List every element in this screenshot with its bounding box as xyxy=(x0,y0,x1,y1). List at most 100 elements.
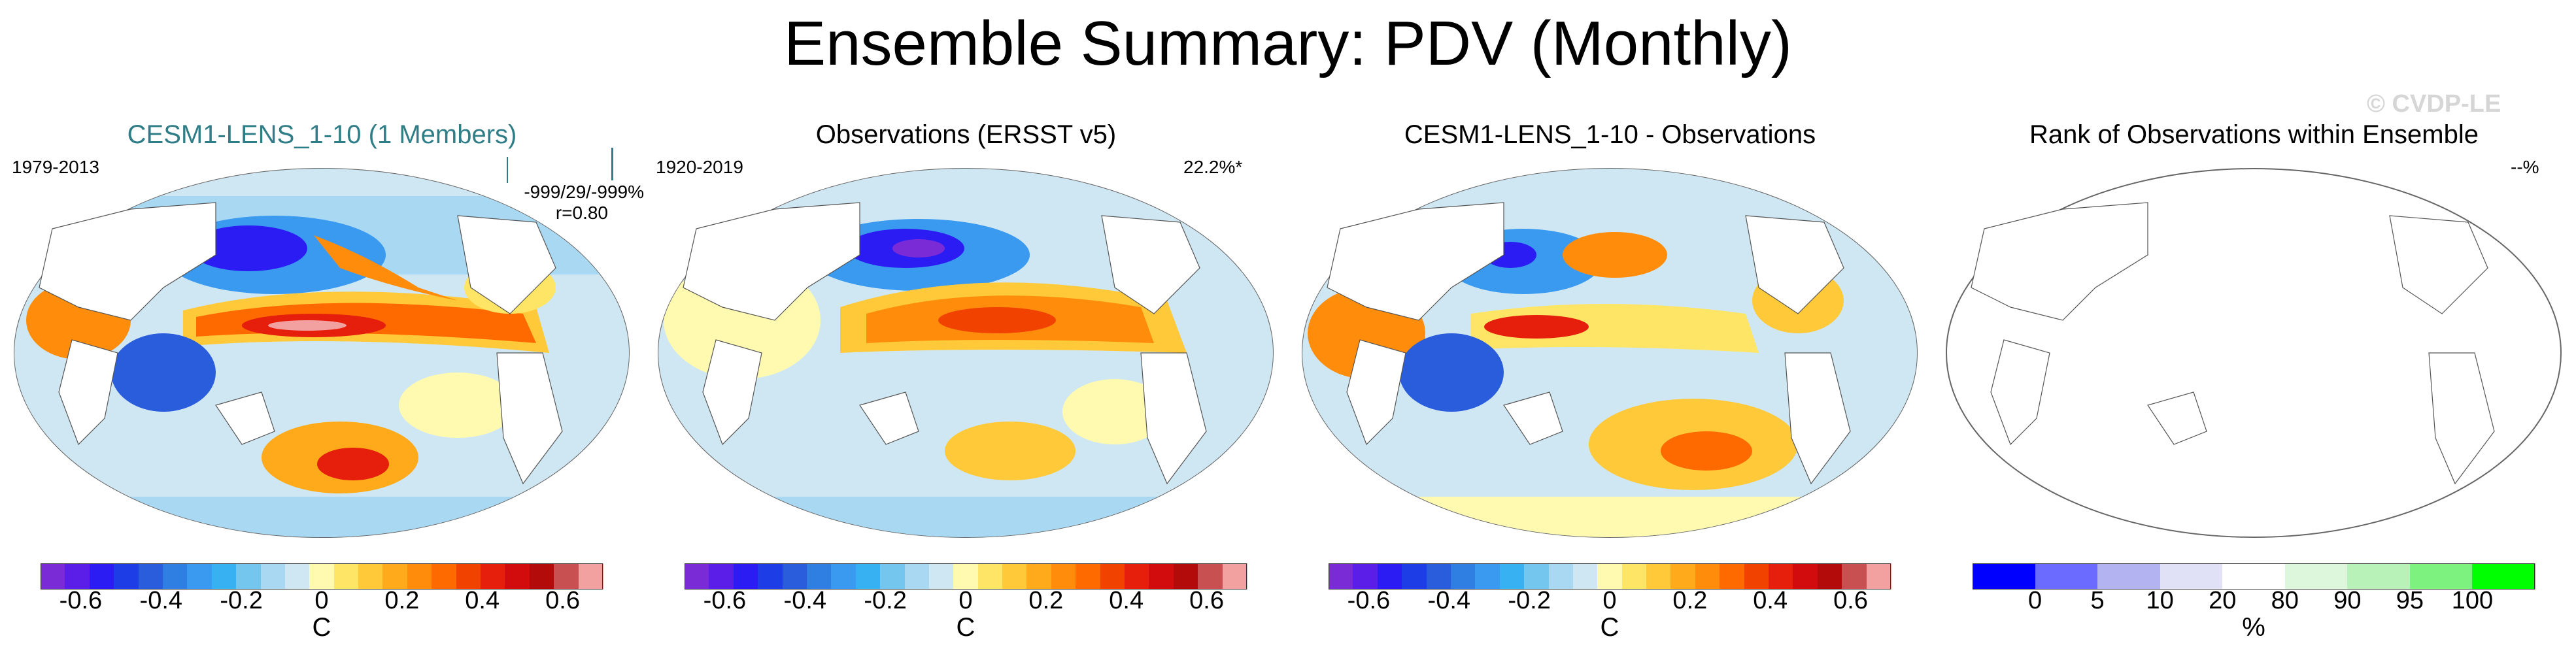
colorbar-4-cell xyxy=(2035,563,2099,589)
colorbar-4-tick-label: 10 xyxy=(2146,587,2174,614)
colorbar-4-tick-label: 95 xyxy=(2396,587,2424,614)
colorbar-3-cell xyxy=(1548,563,1574,589)
colorbar-2-cell xyxy=(880,563,906,589)
map-1-coastlines xyxy=(39,202,563,485)
colorbar-1-tick-label: 0 xyxy=(314,587,329,614)
colorbar-2-outline xyxy=(685,563,1247,589)
colorbar-2-cell xyxy=(1198,563,1223,589)
colorbar-3-tick-label: 0.6 xyxy=(1833,587,1868,614)
colorbar-1-cell xyxy=(236,563,262,589)
figure-title: Ensemble Summary: PDV (Monthly) xyxy=(784,8,1792,78)
colorbar-3-tick-label: 0 xyxy=(1602,587,1617,614)
colorbar-3-cell xyxy=(1866,563,1891,589)
colorbar-2-tick-label: -0.6 xyxy=(703,587,747,614)
colorbar-3-cell xyxy=(1597,563,1623,589)
colorbar-2-cell xyxy=(709,563,734,589)
colorbar-2-tick-label: 0.4 xyxy=(1109,587,1144,614)
colorbar-4-tick-label: 0 xyxy=(2027,587,2042,614)
colorbar-1-outline xyxy=(41,563,603,589)
panel-1-title: CESM1-LENS_1-10 (1 Members) xyxy=(127,120,517,149)
colorbar-1-cell xyxy=(284,563,311,589)
panel-1-member-tick xyxy=(611,148,613,180)
colorbar-4-cell xyxy=(1973,563,2036,589)
colorbar-3-cell xyxy=(1475,563,1500,589)
panel-4-pct: --% xyxy=(2511,157,2539,177)
colorbar-1-cell xyxy=(505,563,530,589)
colorbar-3-cell xyxy=(1720,563,1745,589)
colorbar-4-cell xyxy=(2472,563,2535,589)
map-1-svg xyxy=(14,168,630,538)
colorbar-3-unit: C xyxy=(1600,613,1619,642)
colorbar-3-cell xyxy=(1793,563,1818,589)
colorbar-1-cell xyxy=(333,563,360,589)
colorbar-3-cell xyxy=(1621,563,1648,589)
colorbar-1-tick-label: -0.4 xyxy=(139,587,183,614)
colorbar-2-cell xyxy=(953,563,979,589)
colorbar-2-cell xyxy=(1051,563,1077,589)
map-4-coastlines xyxy=(1971,202,2495,485)
colorbar-2-unit: C xyxy=(956,613,975,642)
colorbar-1-cell xyxy=(260,563,286,589)
panel-2-title: Observations (ERSST v5) xyxy=(815,120,1117,149)
colorbar-2-tick-label: 0.2 xyxy=(1028,587,1064,614)
colorbar-2-cell xyxy=(733,563,759,589)
colorbar-1-cell xyxy=(358,563,384,589)
colorbar-2-cell xyxy=(1100,563,1126,589)
colorbar-3-cell xyxy=(1817,563,1843,589)
colorbar-4-cell xyxy=(2222,563,2286,589)
panel-1-stat-r: r=0.80 xyxy=(555,203,608,223)
colorbar-1-cell xyxy=(407,563,433,589)
colorbar-3-cell xyxy=(1744,563,1770,589)
map-3-coastlines xyxy=(1327,202,1851,485)
map-2-coastlines xyxy=(683,202,1207,485)
colorbar-1-cell xyxy=(114,563,139,589)
colorbar-2-tick-label: -0.4 xyxy=(783,587,827,614)
colorbar-3-cell xyxy=(1842,563,1867,589)
colorbar-2-cell xyxy=(1002,563,1028,589)
colorbar-1-cell xyxy=(382,563,408,589)
colorbar-1-cell xyxy=(89,563,115,589)
colorbar-1-cell xyxy=(309,563,335,589)
panel-1-stat-percent: -999/29/-999% xyxy=(524,182,644,202)
colorbar-1-cell xyxy=(41,563,66,589)
map-2-svg xyxy=(658,168,1274,538)
colorbar-4-cell xyxy=(2160,563,2224,589)
colorbar-1-cell xyxy=(529,563,555,589)
panel-2-pct: 22.2%* xyxy=(1183,157,1243,177)
colorbar-3-cell xyxy=(1646,563,1672,589)
colorbar-3-cell xyxy=(1426,563,1451,589)
colorbar-2-cell xyxy=(1149,563,1174,589)
colorbar-2-cell xyxy=(855,563,881,589)
panel-1-period: 1979-2013 xyxy=(12,157,99,177)
colorbar-3-outline xyxy=(1329,563,1891,589)
map-4-svg xyxy=(1946,168,2562,538)
colorbar-3-tick-label: 0.2 xyxy=(1672,587,1708,614)
colorbar-3-cell xyxy=(1450,563,1476,589)
colorbar-1-cell xyxy=(65,563,90,589)
colorbar-1-cell xyxy=(162,563,188,589)
colorbar-1-cell xyxy=(481,563,506,589)
colorbar-2-cell xyxy=(782,563,807,589)
colorbar-2-tick-label: 0 xyxy=(958,587,973,614)
colorbar-2-cell xyxy=(685,563,710,589)
colorbar-2-cell xyxy=(831,563,856,589)
colorbar-4-cell xyxy=(2097,563,2161,589)
colorbar-4-cell xyxy=(2347,563,2411,589)
colorbar-3-cell xyxy=(1769,563,1794,589)
colorbar-4-tick-label: 90 xyxy=(2333,587,2362,614)
colorbar-3-cell xyxy=(1695,563,1721,589)
colorbar-3-tick-label: 0.4 xyxy=(1753,587,1788,614)
colorbar-4-outline xyxy=(1973,563,2535,589)
colorbar-2-cell xyxy=(1222,563,1247,589)
colorbar-1-cell xyxy=(578,563,603,589)
colorbar-4-unit: % xyxy=(2242,613,2265,642)
colorbar-1-tick-label: -0.6 xyxy=(59,587,103,614)
colorbar-3 xyxy=(1329,563,1891,589)
colorbar-4-tick-label: 80 xyxy=(2271,587,2299,614)
colorbar-3-cell xyxy=(1670,563,1696,589)
colorbar-1-cell xyxy=(187,563,212,589)
map-3-svg xyxy=(1302,168,1918,538)
colorbar-2-cell xyxy=(928,563,955,589)
cvdp-watermark: © CVDP-LE xyxy=(2367,90,2501,118)
colorbar-4-tick-label: 100 xyxy=(2451,587,2494,614)
